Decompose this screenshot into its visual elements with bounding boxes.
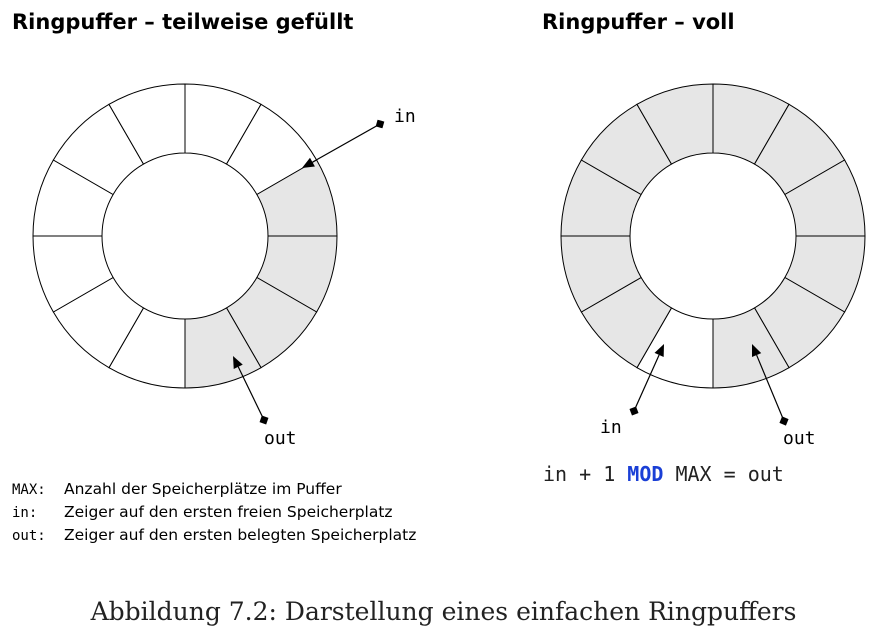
right-in-label: in bbox=[600, 417, 622, 438]
right-in-arrow bbox=[629, 344, 664, 416]
right-out-label: out bbox=[783, 428, 816, 449]
figure-caption: Abbildung 7.2: Darstellung eines einfach… bbox=[90, 597, 797, 626]
ring-slot-empty bbox=[108, 83, 186, 165]
formula-after: MAX = out bbox=[663, 462, 784, 486]
legend-desc: Zeiger auf den ersten belegten Speicherp… bbox=[64, 526, 417, 544]
ring-buffer-full bbox=[560, 83, 866, 389]
legend-desc: Anzahl der Speicherplätze im Puffer bbox=[64, 480, 342, 498]
left-in-label: in bbox=[394, 106, 416, 127]
left-in-arrow bbox=[302, 119, 385, 168]
right-out-arrow bbox=[751, 344, 789, 426]
pointer-arrows bbox=[233, 119, 789, 426]
legend-row-out: out: Zeiger auf den ersten belegten Speic… bbox=[12, 524, 416, 547]
right-ring-title: Ringpuffer – voll bbox=[542, 10, 735, 34]
left-ring-title: Ringpuffer – teilweise gefüllt bbox=[12, 10, 354, 34]
modulo-formula: in + 1 MOD MAX = out bbox=[543, 462, 784, 486]
legend-key: in: bbox=[12, 505, 38, 521]
legend-key: out: bbox=[12, 528, 46, 544]
ring-slot-filled bbox=[636, 83, 714, 165]
left-out-label: out bbox=[264, 428, 297, 449]
formula-mod-keyword: MOD bbox=[627, 462, 664, 486]
legend: MAX: Anzahl der Speicherplätze im Puffer … bbox=[12, 478, 416, 547]
left-out-arrow bbox=[233, 356, 269, 425]
formula-before: in + 1 bbox=[543, 462, 628, 486]
ring-buffer-partial bbox=[32, 83, 338, 389]
legend-desc: Zeiger auf den ersten freien Speicherpla… bbox=[64, 503, 393, 521]
legend-row-in: in: Zeiger auf den ersten freien Speicher… bbox=[12, 501, 416, 524]
legend-key: MAX: bbox=[12, 482, 46, 498]
legend-row-max: MAX: Anzahl der Speicherplätze im Puffer bbox=[12, 478, 416, 501]
